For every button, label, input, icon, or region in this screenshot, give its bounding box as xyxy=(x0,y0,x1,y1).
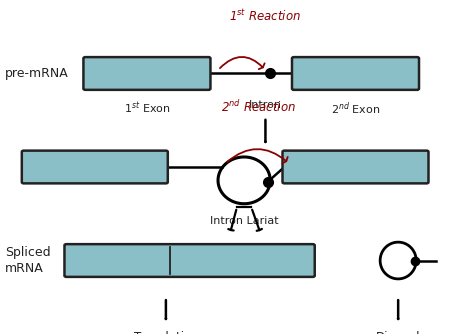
Text: Intron Lariat: Intron Lariat xyxy=(210,216,278,226)
Text: Discard: Discard xyxy=(376,331,420,334)
Text: 1$^{st}$ Exon: 1$^{st}$ Exon xyxy=(124,100,170,116)
FancyBboxPatch shape xyxy=(292,57,419,90)
Text: Translation: Translation xyxy=(134,331,198,334)
FancyBboxPatch shape xyxy=(22,151,168,183)
Text: pre-mRNA: pre-mRNA xyxy=(5,67,68,80)
Text: 1$^{st}$ Reaction: 1$^{st}$ Reaction xyxy=(229,8,301,23)
Text: 2$^{nd}$ Reaction: 2$^{nd}$ Reaction xyxy=(221,99,296,115)
Text: 2$^{nd}$ Exon: 2$^{nd}$ Exon xyxy=(331,100,380,117)
Text: Spliced
mRNA: Spliced mRNA xyxy=(5,246,50,275)
Text: Intron: Intron xyxy=(249,100,282,110)
FancyBboxPatch shape xyxy=(64,244,315,277)
FancyBboxPatch shape xyxy=(283,151,428,183)
FancyBboxPatch shape xyxy=(83,57,210,90)
